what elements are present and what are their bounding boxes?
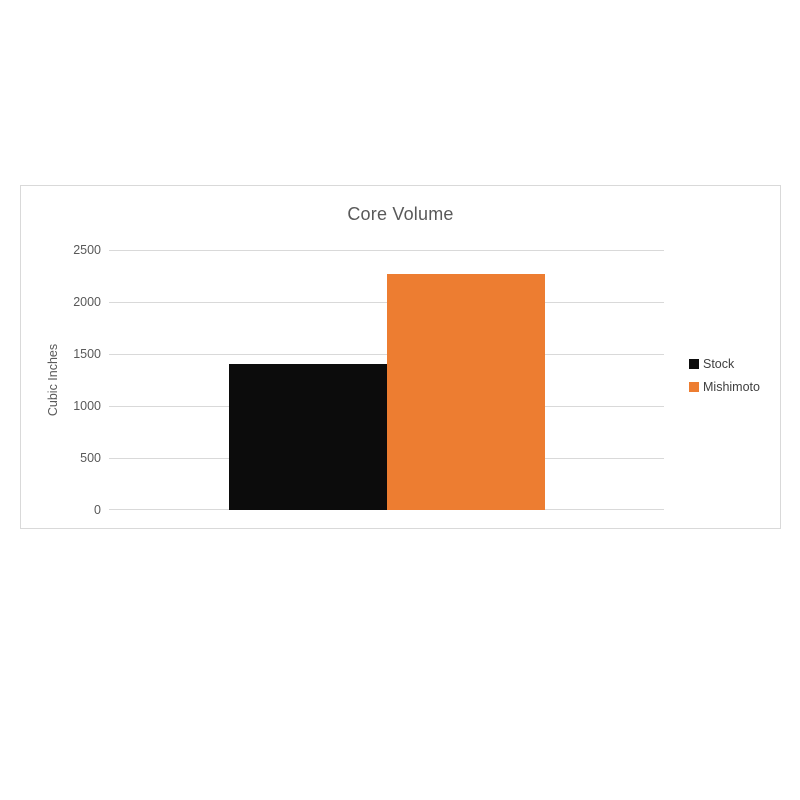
legend-item-stock: Stock xyxy=(689,357,760,371)
y-tick-label-2500: 2500 xyxy=(73,243,101,257)
y-tick-label-500: 500 xyxy=(80,451,101,465)
legend-item-mishimoto: Mishimoto xyxy=(689,380,760,394)
legend-swatch-stock xyxy=(689,359,699,369)
legend: Stock Mishimoto xyxy=(689,357,760,394)
legend-swatch-mishimoto xyxy=(689,382,699,392)
chart-title: Core Volume xyxy=(347,204,454,224)
y-tick-label-0: 0 xyxy=(94,503,101,517)
core-volume-chart: Core Volume Cubic Inches 0 500 1000 1500 200… xyxy=(20,185,781,529)
bar-mishimoto xyxy=(386,273,545,510)
y-tick-label-2000: 2000 xyxy=(73,295,101,309)
gridline-2500 xyxy=(109,250,664,251)
plot-area xyxy=(109,250,664,510)
y-axis-tick-labels: 0 500 1000 1500 2000 2500 xyxy=(21,186,101,528)
y-tick-label-1000: 1000 xyxy=(73,399,101,413)
y-tick-label-1500: 1500 xyxy=(73,347,101,361)
legend-label: Mishimoto xyxy=(703,380,760,394)
bar-stock xyxy=(228,364,387,510)
legend-label: Stock xyxy=(703,357,735,371)
